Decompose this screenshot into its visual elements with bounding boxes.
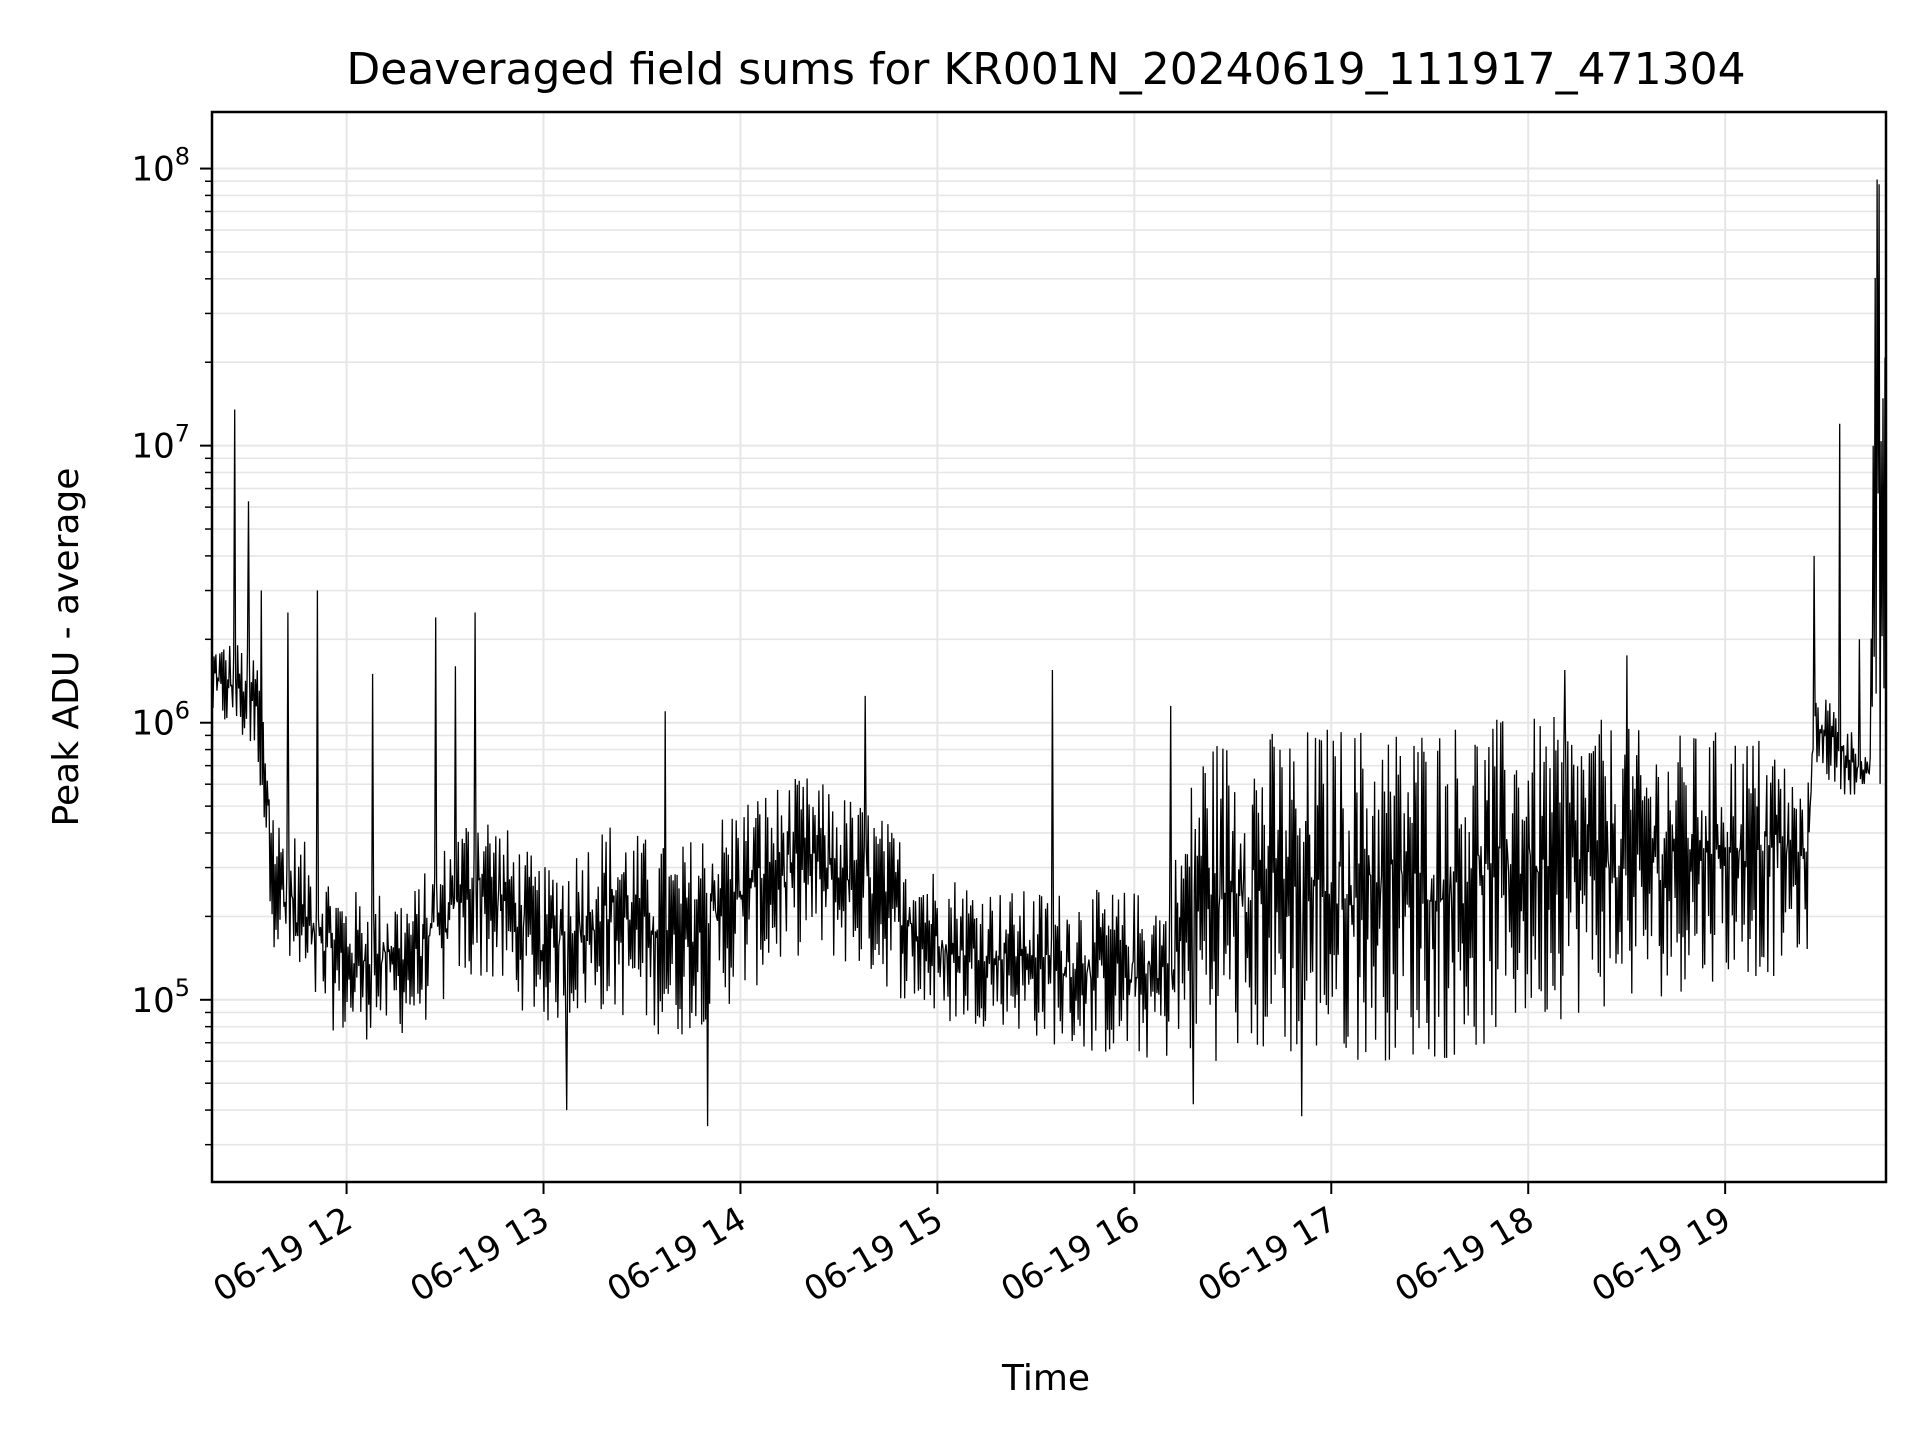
chart-title: Deaveraged field sums for KR001N_2024061… [346, 44, 1745, 95]
y-tick-label: 106 [131, 697, 190, 744]
x-axis-label: Time [1001, 1358, 1090, 1399]
y-tick-base: 10 [131, 427, 174, 467]
series-line [211, 179, 1887, 1127]
plot-frame [210, 110, 1888, 1184]
y-tick-label: 105 [131, 974, 190, 1021]
y-tick-base: 10 [131, 981, 174, 1021]
y-tick-exponent: 5 [175, 974, 190, 1002]
y-tick-exponent: 6 [175, 697, 190, 725]
y-tick-exponent: 7 [175, 420, 190, 448]
y-tick-label: 108 [131, 143, 190, 190]
y-tick-base: 10 [131, 150, 174, 190]
y-axis-label: Peak ADU - average [46, 468, 87, 827]
y-tick-base: 10 [131, 704, 174, 744]
y-tick-label: 107 [131, 420, 190, 467]
y-tick-exponent: 8 [175, 143, 190, 171]
series-line-group [211, 179, 1887, 1127]
